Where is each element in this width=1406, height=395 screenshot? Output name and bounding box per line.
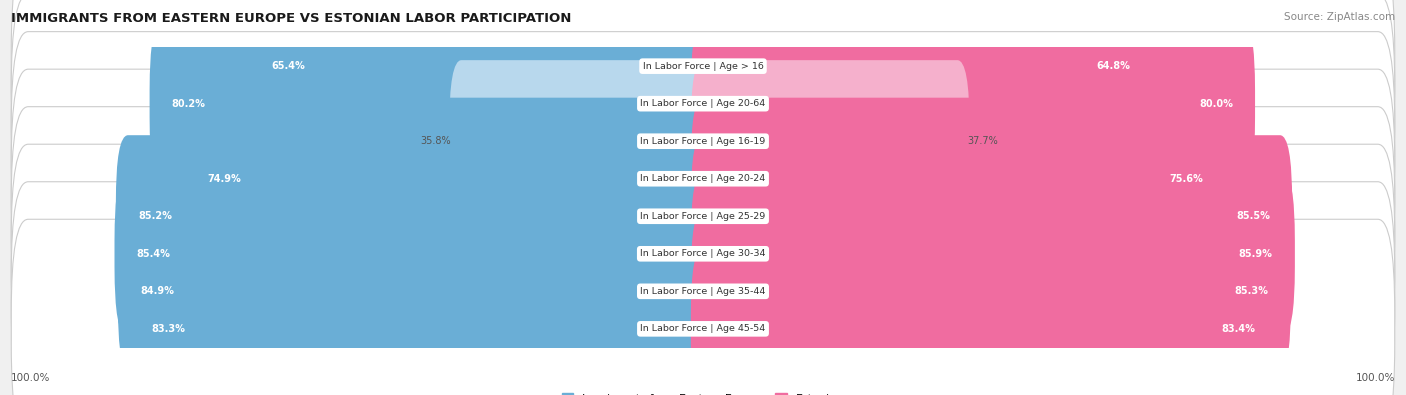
Text: In Labor Force | Age 45-54: In Labor Force | Age 45-54 xyxy=(640,324,766,333)
FancyBboxPatch shape xyxy=(11,219,1395,395)
Text: 80.2%: 80.2% xyxy=(172,99,205,109)
FancyBboxPatch shape xyxy=(11,0,1395,176)
FancyBboxPatch shape xyxy=(690,248,1278,395)
FancyBboxPatch shape xyxy=(690,23,1256,185)
FancyBboxPatch shape xyxy=(690,173,1295,335)
FancyBboxPatch shape xyxy=(118,210,716,372)
Text: In Labor Force | Age 20-24: In Labor Force | Age 20-24 xyxy=(640,174,766,183)
Text: In Labor Force | Age 20-64: In Labor Force | Age 20-64 xyxy=(640,99,766,108)
FancyBboxPatch shape xyxy=(11,0,1395,213)
FancyBboxPatch shape xyxy=(11,144,1395,363)
Text: 80.0%: 80.0% xyxy=(1199,99,1233,109)
Text: 83.4%: 83.4% xyxy=(1222,324,1256,334)
Text: 85.5%: 85.5% xyxy=(1236,211,1270,221)
FancyBboxPatch shape xyxy=(186,98,716,260)
Text: In Labor Force | Age > 16: In Labor Force | Age > 16 xyxy=(643,62,763,71)
FancyBboxPatch shape xyxy=(11,107,1395,326)
FancyBboxPatch shape xyxy=(129,248,716,395)
Text: 100.0%: 100.0% xyxy=(1355,373,1395,383)
Text: Source: ZipAtlas.com: Source: ZipAtlas.com xyxy=(1284,12,1395,22)
FancyBboxPatch shape xyxy=(114,173,716,335)
Text: 85.2%: 85.2% xyxy=(138,211,172,221)
FancyBboxPatch shape xyxy=(149,23,716,185)
Text: 84.9%: 84.9% xyxy=(141,286,174,296)
Text: 75.6%: 75.6% xyxy=(1170,174,1204,184)
Text: 85.4%: 85.4% xyxy=(136,249,170,259)
FancyBboxPatch shape xyxy=(690,0,1153,147)
FancyBboxPatch shape xyxy=(115,135,716,297)
FancyBboxPatch shape xyxy=(690,210,1291,372)
Text: In Labor Force | Age 30-34: In Labor Force | Age 30-34 xyxy=(640,249,766,258)
Text: 85.3%: 85.3% xyxy=(1234,286,1268,296)
Text: IMMIGRANTS FROM EASTERN EUROPE VS ESTONIAN LABOR PARTICIPATION: IMMIGRANTS FROM EASTERN EUROPE VS ESTONI… xyxy=(11,12,572,25)
Text: 35.8%: 35.8% xyxy=(420,136,451,146)
Text: In Labor Force | Age 35-44: In Labor Force | Age 35-44 xyxy=(640,287,766,296)
Text: 65.4%: 65.4% xyxy=(271,61,305,71)
Text: 100.0%: 100.0% xyxy=(11,373,51,383)
Text: In Labor Force | Age 16-19: In Labor Force | Age 16-19 xyxy=(640,137,766,146)
Text: 85.9%: 85.9% xyxy=(1239,249,1272,259)
Text: 37.7%: 37.7% xyxy=(967,136,998,146)
FancyBboxPatch shape xyxy=(249,0,716,147)
FancyBboxPatch shape xyxy=(690,98,1226,260)
Text: In Labor Force | Age 25-29: In Labor Force | Age 25-29 xyxy=(640,212,766,221)
Legend: Immigrants from Eastern Europe, Estonian: Immigrants from Eastern Europe, Estonian xyxy=(558,389,848,395)
FancyBboxPatch shape xyxy=(11,69,1395,288)
Text: 74.9%: 74.9% xyxy=(208,174,242,184)
FancyBboxPatch shape xyxy=(11,182,1395,395)
Text: 64.8%: 64.8% xyxy=(1097,61,1130,71)
FancyBboxPatch shape xyxy=(11,32,1395,251)
FancyBboxPatch shape xyxy=(690,135,1292,297)
FancyBboxPatch shape xyxy=(690,60,970,222)
FancyBboxPatch shape xyxy=(450,60,716,222)
Text: 83.3%: 83.3% xyxy=(150,324,184,334)
